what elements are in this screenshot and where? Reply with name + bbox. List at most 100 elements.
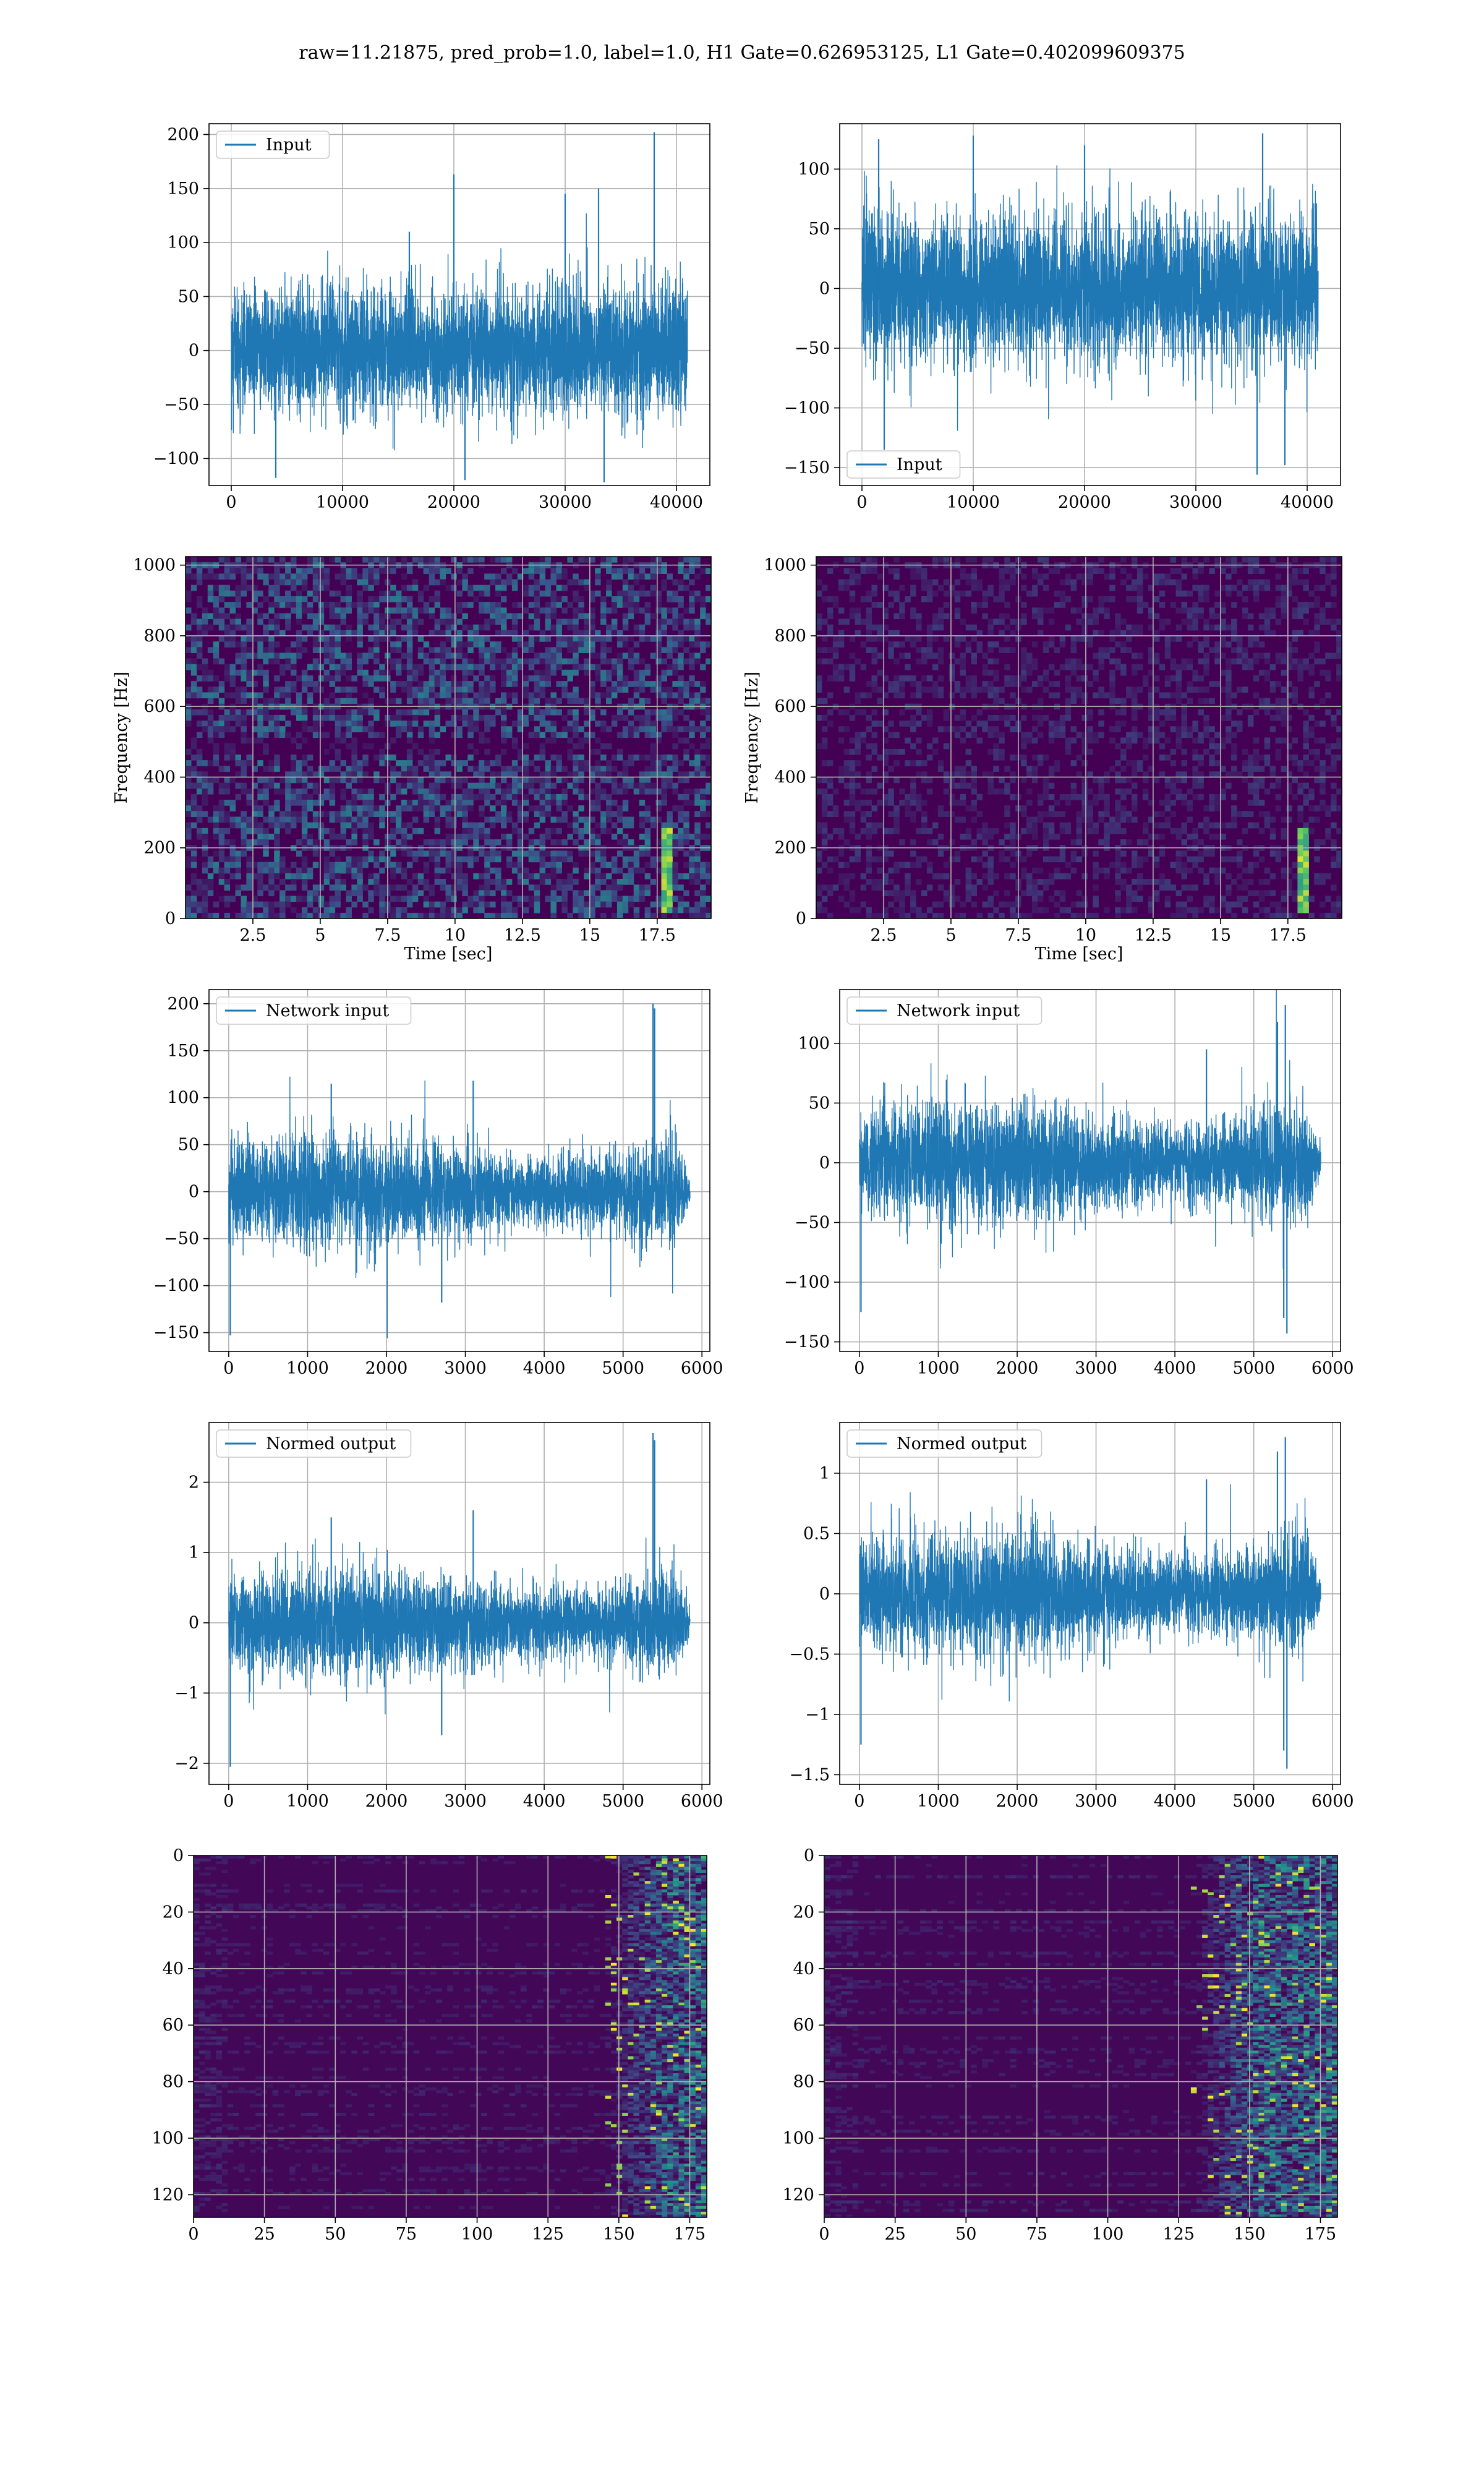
heatmap-cell [561,607,568,614]
heatmap-cell [434,602,441,608]
heatmap-cell [190,766,197,772]
heatmap-cell [700,912,706,919]
heatmap-cell [589,748,595,755]
heatmap-cell [683,568,689,574]
heatmap-cell [622,714,629,721]
heatmap-cell [506,782,513,789]
heatmap-cell [611,912,618,919]
heatmap-cell [340,867,346,874]
heatmap-cell [274,692,280,699]
heatmap-cell [307,800,313,806]
heatmap-cell [467,714,474,721]
heatmap-cell [871,557,877,563]
heatmap-cell [1037,607,1044,614]
heatmap-cell [1021,584,1027,591]
heatmap-cell [473,664,479,670]
heatmap-cell [573,709,579,716]
heatmap-cell [926,788,933,795]
heatmap-cell [229,624,236,631]
heatmap-cell [611,890,618,896]
heatmap-cell [479,901,485,908]
heatmap-cell [373,856,380,863]
heatmap-cell [932,912,939,919]
heatmap-cell [506,907,513,914]
heatmap-cell [937,613,944,620]
heatmap-cell [417,596,424,602]
heatmap-cell [257,777,263,784]
heatmap-cell [301,596,308,602]
heatmap-cell [429,839,435,845]
heatmap-cell [213,833,220,840]
heatmap-cell [993,788,999,795]
heatmap-cell [517,856,524,863]
heatmap-cell [406,737,413,744]
heatmap-cell [246,884,252,891]
heatmap-cell [567,833,573,840]
heatmap-cell [307,873,313,880]
heatmap-cell [329,590,336,597]
heatmap-cell [296,653,302,659]
heatmap-cell [257,901,263,908]
x-tick-label: 5 [315,926,325,945]
heatmap-cell [479,607,485,614]
heatmap-cell [683,748,689,755]
heatmap-cell [661,901,667,908]
heatmap-cell [971,681,977,687]
heatmap-cell [700,641,706,648]
heatmap-cell [539,721,546,727]
heatmap-cell [252,822,258,829]
heatmap-cell [584,766,590,772]
heatmap-cell [417,912,424,919]
heatmap-cell [606,568,612,574]
heatmap-cell [495,613,501,620]
heatmap-cell [584,794,590,800]
heatmap-cell [1048,732,1055,738]
heatmap-cell [689,879,695,885]
heatmap-cell [1054,732,1060,738]
heatmap-cell [522,879,529,885]
heatmap-cell [229,748,236,755]
heatmap-cell [556,850,562,857]
heatmap-cell [307,890,313,896]
heatmap-cell [368,794,374,800]
heatmap-cell [943,862,950,868]
heatmap-cell [396,896,402,902]
heatmap-cell [871,884,877,891]
heatmap-cell [816,618,822,625]
heatmap-cell [954,613,961,620]
heatmap-cell [926,675,933,682]
heatmap-cell [274,867,280,874]
heatmap-cell [534,890,540,896]
heatmap-cell [1031,777,1038,784]
heatmap-cell [821,743,828,750]
heatmap-cell [268,777,275,784]
heatmap-cell [932,664,939,670]
heatmap-cell [323,636,330,642]
heatmap-cell [312,839,319,845]
heatmap-cell [279,714,286,721]
heatmap-cell [312,596,319,602]
heatmap-cell [291,816,297,823]
heatmap-cell [396,714,402,721]
heatmap-cell [633,867,640,874]
heatmap-cell [218,873,225,880]
heatmap-cell [434,901,441,908]
heatmap-cell [616,811,623,817]
heatmap-cell [1081,613,1088,620]
heatmap-cell [362,788,369,795]
heatmap-cell [495,816,501,823]
heatmap-cell [650,721,657,727]
heatmap-cell [999,687,1005,693]
heatmap-cell [628,760,634,766]
heatmap-cell [539,850,546,857]
heatmap-cell [633,573,640,580]
x-tick-label: 7.5 [374,926,401,945]
heatmap-cell [616,884,623,891]
heatmap-cell [827,782,834,789]
heatmap-cell [257,590,263,597]
heatmap-cell [1054,766,1060,772]
heatmap-cell [362,607,369,614]
heatmap-cell [506,726,513,732]
heatmap-cell [689,624,695,631]
heatmap-cell [490,856,496,863]
